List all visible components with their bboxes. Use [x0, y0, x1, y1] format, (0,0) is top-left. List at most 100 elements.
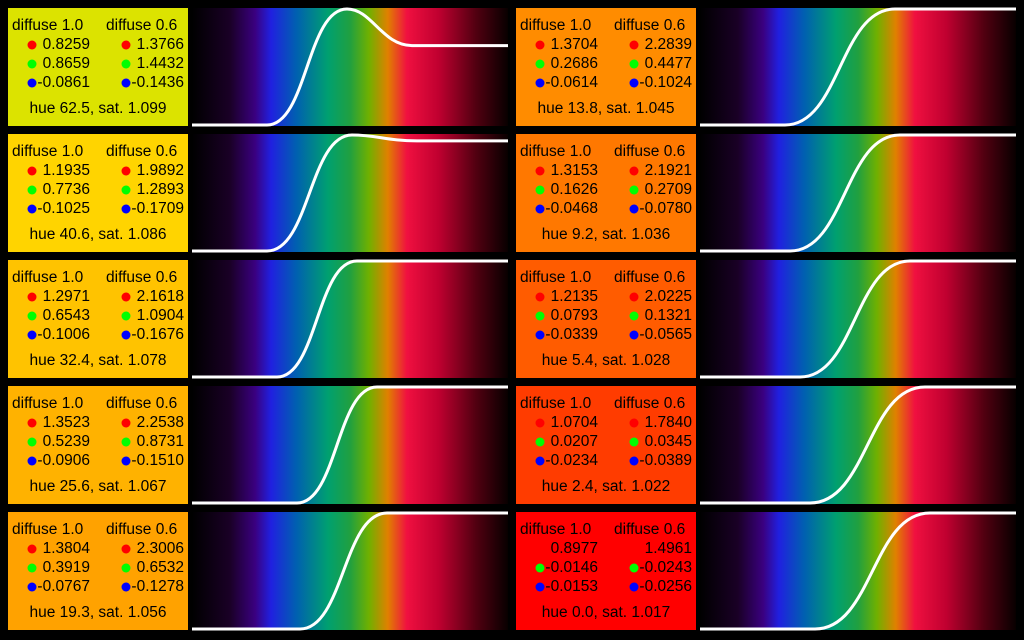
coefficient: -0.0906: [37, 452, 90, 469]
spectrum: [192, 8, 508, 126]
coefficient: 0.8659: [43, 55, 90, 72]
coefficient: 0.0345: [645, 433, 692, 450]
channel-dot: [535, 59, 545, 69]
channel-dot: [629, 59, 639, 69]
channel-dot: [121, 185, 131, 195]
column-header: diffuse 1.0: [520, 521, 592, 538]
column-header: diffuse 1.0: [12, 17, 84, 34]
channel-dot: [27, 59, 37, 69]
coefficient: 0.1321: [645, 307, 692, 324]
color-swatch: [516, 386, 696, 504]
channel-dot: [535, 563, 545, 573]
channel-dot: [27, 204, 37, 214]
coefficient: 0.2709: [645, 181, 692, 198]
spectrum: [192, 260, 508, 378]
coefficient: 0.8259: [43, 36, 90, 53]
channel-dot: [629, 437, 639, 447]
coefficient: -0.0243: [639, 559, 692, 576]
column-header: diffuse 1.0: [12, 395, 84, 412]
response-curve: [192, 7, 508, 127]
coefficient: 2.0225: [645, 288, 692, 305]
channel-dot: [27, 292, 37, 302]
coefficient: -0.1709: [131, 200, 184, 217]
coefficient: 2.2538: [137, 414, 184, 431]
coefficient: 1.0904: [137, 307, 185, 324]
column-header: diffuse 1.0: [520, 269, 592, 286]
response-curve: [700, 385, 1016, 505]
channel-dot: [629, 456, 639, 466]
coefficient: -0.0153: [545, 578, 598, 595]
channel-dot: [27, 330, 37, 340]
coefficient: 1.0704: [551, 414, 599, 431]
channel-dot: [629, 544, 639, 554]
coefficient: 1.3766: [137, 36, 184, 53]
channel-dot: [535, 456, 545, 466]
channel-dot: [629, 78, 639, 88]
channel-dot: [121, 437, 131, 447]
caption: hue 5.4, sat. 1.028: [542, 352, 670, 369]
column-header: diffuse 1.0: [12, 143, 84, 160]
response-curve: [700, 511, 1016, 631]
response-curve: [700, 259, 1016, 379]
coefficient: 0.0207: [551, 433, 598, 450]
spectrum: [700, 512, 1016, 630]
channel-dot: [27, 40, 37, 50]
response-curve: [700, 133, 1016, 253]
caption: hue 40.6, sat. 1.086: [29, 226, 166, 243]
coefficient: 1.4961: [645, 540, 692, 557]
channel-dot: [535, 582, 545, 592]
channel-dot: [121, 563, 131, 573]
channel-dot: [535, 418, 545, 428]
coefficient: -0.1006: [37, 326, 90, 343]
column-header: diffuse 1.0: [12, 521, 84, 538]
response-curve: [192, 511, 508, 631]
channel-dot: [629, 330, 639, 340]
channel-dot: [121, 311, 131, 321]
coefficient: 1.2135: [551, 288, 598, 305]
coefficient: -0.1510: [131, 452, 184, 469]
coefficient: 1.3804: [43, 540, 91, 557]
column-header: diffuse 0.6: [614, 17, 685, 34]
response-curve: [192, 133, 508, 253]
channel-dot: [535, 330, 545, 340]
caption: hue 62.5, sat. 1.099: [29, 100, 166, 117]
column-header: diffuse 1.0: [12, 269, 84, 286]
coefficient: 0.7736: [43, 181, 90, 198]
channel-dot: [629, 311, 639, 321]
coefficient: 0.5239: [43, 433, 90, 450]
coefficient: 1.2893: [137, 181, 184, 198]
coefficient: 0.3919: [43, 559, 90, 576]
channel-dot: [121, 418, 131, 428]
channel-dot: [27, 185, 37, 195]
coefficient: -0.0468: [545, 200, 598, 217]
channel-dot: [121, 582, 131, 592]
coefficient: -0.1025: [37, 200, 90, 217]
coefficient: 1.4432: [137, 55, 184, 72]
channel-dot: [535, 166, 545, 176]
column-header: diffuse 0.6: [106, 17, 177, 34]
response-curve: [192, 385, 508, 505]
color-swatch: [516, 8, 696, 126]
coefficient: 1.9892: [137, 162, 184, 179]
column-header: diffuse 1.0: [520, 143, 592, 160]
coefficient: -0.0565: [639, 326, 692, 343]
coefficient: 0.1626: [551, 181, 598, 198]
coefficient: 2.2839: [645, 36, 692, 53]
coefficient: -0.0614: [545, 74, 598, 91]
column-header: diffuse 1.0: [520, 395, 592, 412]
color-swatch: [516, 260, 696, 378]
channel-dot: [535, 311, 545, 321]
channel-dot: [121, 544, 131, 554]
spectrum: [192, 134, 508, 252]
column-header: diffuse 0.6: [106, 143, 177, 160]
spectrum: [192, 386, 508, 504]
channel-dot: [629, 40, 639, 50]
channel-dot: [27, 456, 37, 466]
coefficient: 2.1618: [137, 288, 184, 305]
coefficient: 0.6532: [137, 559, 184, 576]
coefficient: 0.4477: [645, 55, 692, 72]
coefficient: 0.6543: [43, 307, 90, 324]
channel-dot: [121, 330, 131, 340]
spectrum: [700, 8, 1016, 126]
color-swatch: [516, 134, 696, 252]
